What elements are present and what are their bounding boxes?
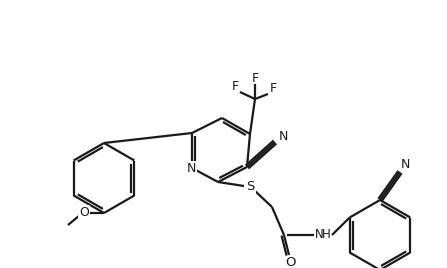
Text: N: N [278, 131, 288, 143]
Text: N: N [401, 158, 410, 172]
Text: N: N [315, 229, 324, 241]
Text: F: F [232, 80, 239, 94]
Text: O: O [286, 256, 296, 268]
Text: F: F [251, 73, 258, 85]
Text: H: H [322, 229, 331, 241]
Text: O: O [79, 207, 89, 219]
Text: N: N [186, 162, 196, 176]
Text: F: F [270, 83, 277, 95]
Text: S: S [246, 181, 254, 193]
